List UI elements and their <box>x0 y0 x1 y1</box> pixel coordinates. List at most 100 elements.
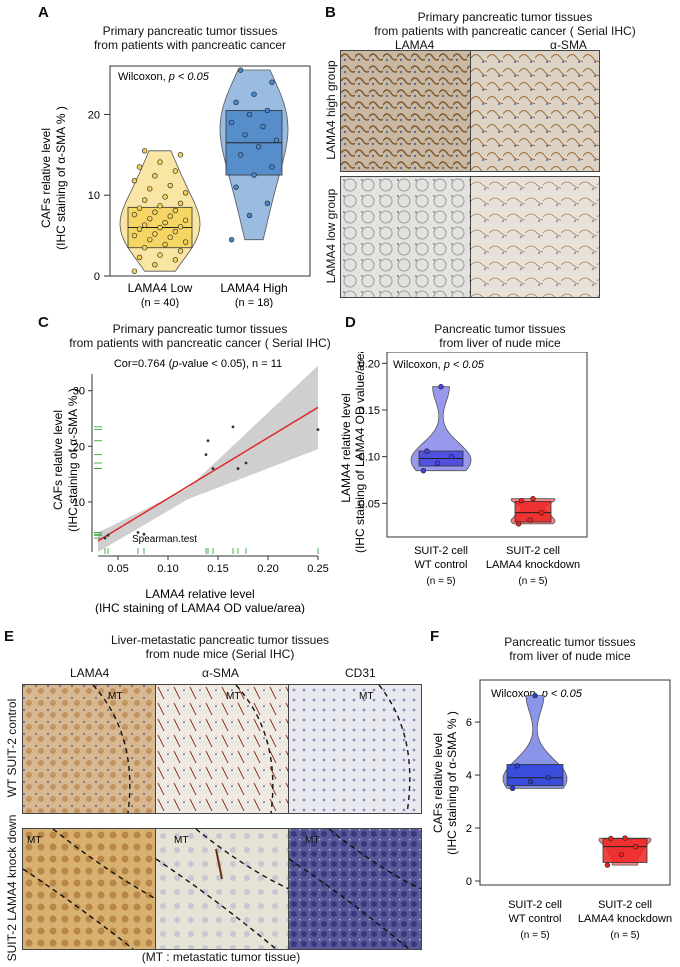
panel-c-point <box>136 531 140 534</box>
panel-f-title-line1: Pancreatic tumor tissues <box>504 635 636 649</box>
panel-e-label: E <box>4 628 15 645</box>
panel-a-low-point <box>131 211 138 218</box>
panel-f-kd-point <box>604 862 611 868</box>
panel-f-wt-point <box>545 775 552 781</box>
panel-a-chart: Wilcoxon, p < 0.05 CAFs relative level (… <box>39 65 311 308</box>
panel-a-high-point <box>264 107 271 114</box>
panel-a-group2-label: LAMA4 High <box>220 281 287 295</box>
panel-a-low-point <box>131 232 138 239</box>
panel-a-low-point <box>177 224 184 230</box>
panel-a-high-point <box>269 79 275 85</box>
panel-f-kd-point <box>632 843 639 850</box>
panel-a-high-point <box>251 172 257 178</box>
panel-e-footnote: (MT : metastatic tumor tissue) <box>141 950 301 964</box>
panel-d-group2-line1: SUIT-2 cell <box>506 545 560 557</box>
panel-f-kd-point <box>622 835 628 841</box>
panel-d-ytick-label: 0.10 <box>359 452 380 464</box>
panel-a-low-point <box>167 213 173 219</box>
panel-c-ytick-label: 30 <box>73 386 85 398</box>
panel-f-group1-line1: SUIT-2 cell <box>508 899 562 911</box>
panel-a-group1-n: (n = 40) <box>141 297 179 308</box>
panel-c-point <box>231 425 235 429</box>
ihc-lama4-low-image <box>340 176 472 298</box>
panel-f-wt-point <box>514 763 520 769</box>
panel-d-group1-line1: SUIT-2 cell <box>414 545 468 557</box>
panel-a-high-point <box>233 184 239 190</box>
panel-c-chart: Cor=0.764 (p-value < 0.05), n = 11 CAFs … <box>51 358 329 614</box>
panel-a-low-point <box>136 226 143 232</box>
ihc-kd-lama4-image: MT <box>22 828 157 950</box>
panel-f-label: F <box>430 628 440 645</box>
panel-c-label: C <box>38 314 49 331</box>
panel-d-wt-point <box>438 383 444 390</box>
panel-d-kd-point <box>518 497 525 504</box>
panel-a-title: Primary pancreatic tumor tissues from pa… <box>70 24 310 52</box>
panel-a-low-point <box>172 168 179 174</box>
panel-a-low-point <box>136 254 143 261</box>
panel-f-group1-n: (n = 5) <box>520 930 549 941</box>
panel-e-title-line1: Liver-metastatic pancreatic tumor tissue… <box>110 633 330 647</box>
panel-d-title: Pancreatic tumor tissues from liver of n… <box>400 322 600 350</box>
panel-a-high-point <box>264 200 271 207</box>
panel-d-ytick-label: 0.05 <box>359 498 380 510</box>
ihc-kd-cd31-image: MT <box>288 828 422 950</box>
panel-d-group1-n: (n = 5) <box>426 576 455 587</box>
panel-b-title-line2: from patients with pancreatic cancer ( S… <box>374 24 636 38</box>
panel-d-group2-line2: LAMA4 knockdown <box>486 559 580 571</box>
panel-d-chart: Wilcoxon, p < 0.05 LAMA4 relative level … <box>339 352 588 587</box>
panel-d-ytick-label: 0.15 <box>359 405 380 417</box>
panel-a-low-point <box>167 234 173 240</box>
panel-f-group2-line2: LAMA4 knockdown <box>578 913 672 925</box>
panel-f-wt-point <box>527 778 534 785</box>
panel-a-title-line2: from patients with pancreatic cancer <box>93 38 287 52</box>
panel-a-low-point <box>162 194 168 200</box>
panel-a-label: A <box>38 4 49 21</box>
ihc-wt-lama4-image: MT <box>22 684 157 814</box>
panel-b-label: B <box>325 4 336 21</box>
ihc-asma-high-image <box>470 50 600 172</box>
panel-a-low-point <box>136 205 143 211</box>
panel-c-ylabel-1: CAFs relative level <box>51 410 65 510</box>
panel-a-high-point <box>237 67 244 73</box>
panel-c-xtick-label: 0.15 <box>207 563 228 575</box>
panel-a-high-point <box>246 212 253 219</box>
panel-a-low-point <box>136 164 143 170</box>
panel-b-col2: α-SMA <box>550 38 587 52</box>
panel-a-low-point <box>177 152 184 158</box>
panel-d-wt-point <box>424 448 430 454</box>
panel-a-frame <box>109 65 311 277</box>
panel-f-chart: Wilcoxon, p < 0.05 CAFs relative level (… <box>431 679 672 941</box>
panel-a-test-label: Wilcoxon, p < 0.05 <box>118 71 210 83</box>
panel-c-legend-text: Spearman.test <box>132 534 197 545</box>
panel-a-ylabel-2: (IHC staining of α-SMA % ) <box>54 106 68 250</box>
mt-label-5: MT <box>174 835 188 846</box>
panel-d-kd-point <box>515 521 522 527</box>
mt-label-6: MT <box>305 835 319 846</box>
panel-a-low-point <box>172 257 179 263</box>
panel-a-low-point <box>147 215 153 222</box>
panel-a-ytick-label: 20 <box>88 109 100 121</box>
panel-c-point <box>106 533 110 537</box>
panel-c-point <box>236 467 240 470</box>
panel-d-group1-line2: WT control <box>415 559 468 571</box>
panel-c-point <box>204 453 208 457</box>
panel-a-low-point <box>152 209 158 215</box>
panel-f-ytick-label: 4 <box>466 770 472 782</box>
panel-f-frame <box>479 679 671 886</box>
panel-d-kd-box <box>514 501 552 523</box>
mt-label-4: MT <box>27 835 41 846</box>
panel-c-xlabel-2: (IHC staining of LAMA4 OD value/area) <box>95 601 305 614</box>
panel-c-xtick-label: 0.20 <box>257 563 278 575</box>
panel-f-ylabel-2: (IHC staining of α-SMA % ) <box>445 711 459 855</box>
mt-label-2: MT <box>226 691 240 702</box>
panel-a-low-point <box>152 231 158 237</box>
panel-d-ylabel-1: LAMA4 relative level <box>339 393 353 502</box>
panel-c-annotation: Cor=0.764 (p-value < 0.05), n = 11 <box>114 358 282 370</box>
panel-b-row1: LAMA4 high group <box>324 60 338 160</box>
panel-f-wt-point <box>532 692 538 699</box>
panel-f-ylabel-1: CAFs relative level <box>431 733 445 833</box>
panel-c-point <box>142 532 146 536</box>
panel-a-low-point <box>162 241 168 248</box>
panel-a-low-point <box>182 239 189 245</box>
panel-a-ytick-label: 10 <box>88 190 100 202</box>
